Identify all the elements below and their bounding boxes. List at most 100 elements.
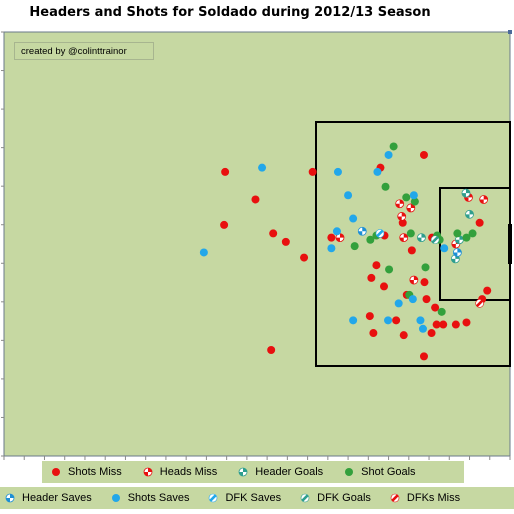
legend-item-dfks-miss: DFKs Miss [389, 492, 460, 504]
shot-goals-point [406, 229, 415, 238]
credit-label: created by @colinttrainor [14, 42, 154, 60]
penalty-area-outline [315, 121, 512, 367]
shots-miss-point [392, 316, 401, 325]
shots-miss-point [420, 278, 429, 287]
heads-miss-point [406, 203, 416, 213]
legend-marker-icon [238, 467, 248, 477]
dfk-goals-point [430, 235, 440, 245]
legend-marker [300, 493, 310, 503]
shots-miss-point [365, 312, 374, 321]
shot-goals-point [421, 263, 430, 272]
shots-saves-point [327, 244, 336, 253]
legend-item-shots-miss: Shots Miss [50, 466, 122, 478]
shots-saves-point [349, 214, 358, 223]
shot-goals-point [366, 235, 375, 244]
shots-miss-point [251, 195, 260, 204]
shots-miss-point [462, 318, 471, 327]
shots-miss-point [432, 320, 441, 329]
shots-miss-point [267, 346, 276, 354]
shots-miss-point [372, 261, 381, 270]
header-goals-point [461, 188, 471, 198]
legend-marker-icon [5, 493, 15, 503]
shots-saves-point [384, 150, 393, 159]
header-saves-point [452, 248, 462, 257]
shot-markers [199, 142, 492, 361]
legend-label: Shot Goals [361, 466, 416, 478]
legend-label: Shots Saves [127, 492, 190, 504]
legend-marker [143, 467, 153, 477]
chart-title: Headers and Shots for Soldado during 201… [29, 5, 431, 20]
legend-marker [111, 494, 120, 502]
legend-marker-icon [209, 493, 218, 503]
shots-miss-point [399, 331, 408, 340]
shot-goals-point [453, 229, 462, 238]
shots-saves-point [333, 167, 342, 176]
shots-saves-point [384, 316, 393, 325]
legend-label: DFK Goals [317, 492, 371, 504]
shots-saves-point [408, 295, 417, 304]
legend-marker-icon [111, 494, 120, 502]
legend-marker-icon [390, 493, 400, 503]
legend-marker [390, 493, 400, 503]
shot-goals-point [437, 307, 446, 316]
shots-miss-point [398, 218, 407, 227]
shot-goals-point [385, 265, 394, 274]
legend-marker-icon [143, 467, 153, 477]
shots-miss-point [221, 167, 230, 176]
legend-marker [345, 468, 354, 476]
legend-item-shot-goals: Shot Goals [343, 466, 416, 478]
shots-saves-point [332, 227, 341, 236]
shots-saves-point [416, 316, 425, 325]
shots-miss-point [367, 273, 376, 282]
shots-miss-point [220, 220, 229, 229]
shots-miss-point [407, 246, 416, 255]
legend-marker [238, 467, 248, 477]
header-saves-point [357, 226, 367, 236]
shot-goals-point [350, 242, 359, 251]
shots-miss-point [451, 320, 460, 329]
corner-handle [508, 30, 512, 34]
shots-saves-point [258, 163, 267, 172]
legend-label: Header Goals [255, 466, 324, 478]
legend-label: DFKs Miss [406, 492, 461, 504]
shot-goals-point [389, 142, 398, 151]
dfk-saves-point [375, 229, 385, 238]
legend-marker [209, 493, 218, 503]
legend-row-2: Header Saves Shots Saves DFK Saves DFK Goal… [0, 487, 514, 509]
shot-goals-point [402, 193, 411, 202]
header-goals-point [417, 233, 426, 243]
legend-marker-icon [52, 468, 60, 476]
shots-miss-point [475, 218, 484, 227]
shot-goals-point [468, 229, 477, 238]
dfks-miss-point [475, 299, 484, 308]
shots-saves-point [349, 316, 358, 325]
legend-item-header-saves: Header Saves [4, 492, 92, 504]
shots-miss-point [281, 237, 290, 246]
shots-miss-point [431, 303, 440, 312]
legend-marker-icon [345, 468, 354, 476]
shots-saves-point [409, 191, 418, 200]
heads-miss-point [397, 212, 407, 221]
shots-miss-point [439, 320, 448, 329]
heads-miss-point [479, 195, 489, 204]
header-goals-point [465, 209, 474, 219]
legend-item-dfk-goals: DFK Goals [299, 492, 371, 504]
legend-marker [5, 493, 15, 503]
shot-goals-point [462, 233, 471, 242]
legend-marker-icon [300, 493, 310, 503]
shots-miss-point [380, 282, 389, 291]
shots-saves-point [440, 244, 449, 253]
shots-miss-point [422, 295, 431, 304]
legend-label: Heads Miss [159, 466, 218, 478]
legend-item-header-goals: Header Goals [237, 466, 323, 478]
shots-miss-point [483, 286, 492, 295]
heads-miss-point [409, 275, 419, 285]
shots-miss-point [419, 352, 428, 361]
shots-miss-point [419, 150, 428, 159]
legend-marker [52, 468, 60, 476]
legend-label: Shots Miss [68, 466, 122, 478]
legend-item-heads-miss: Heads Miss [142, 466, 217, 478]
shots-saves-point [394, 299, 403, 308]
legend-item-shots-saves: Shots Saves [110, 492, 190, 504]
